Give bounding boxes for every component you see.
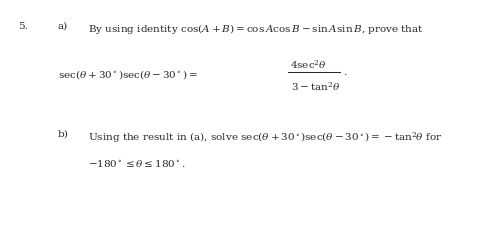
Text: $\mathrm{sec}(\theta+30^\circ)\mathrm{sec}(\theta-30^\circ)=$: $\mathrm{sec}(\theta+30^\circ)\mathrm{se…: [58, 68, 198, 81]
Text: a): a): [58, 22, 68, 31]
Text: 5.: 5.: [18, 22, 28, 31]
Text: By using identity $\mathrm{cos}(A+B)=\cos A\cos B-\sin A\sin B$, prove that: By using identity $\mathrm{cos}(A+B)=\co…: [88, 22, 424, 36]
Text: b): b): [58, 130, 69, 139]
Text: $.$: $.$: [343, 68, 347, 77]
Text: Using the result in (a), solve $\mathrm{sec}(\theta+30^\circ)\mathrm{sec}(\theta: Using the result in (a), solve $\mathrm{…: [88, 130, 442, 145]
Text: $4\sec^2\!\theta$: $4\sec^2\!\theta$: [290, 58, 327, 71]
Text: $-180^\circ\leq\theta\leq180^\circ.$: $-180^\circ\leq\theta\leq180^\circ.$: [88, 158, 186, 169]
Text: $3-\tan^2\!\theta$: $3-\tan^2\!\theta$: [291, 80, 340, 92]
